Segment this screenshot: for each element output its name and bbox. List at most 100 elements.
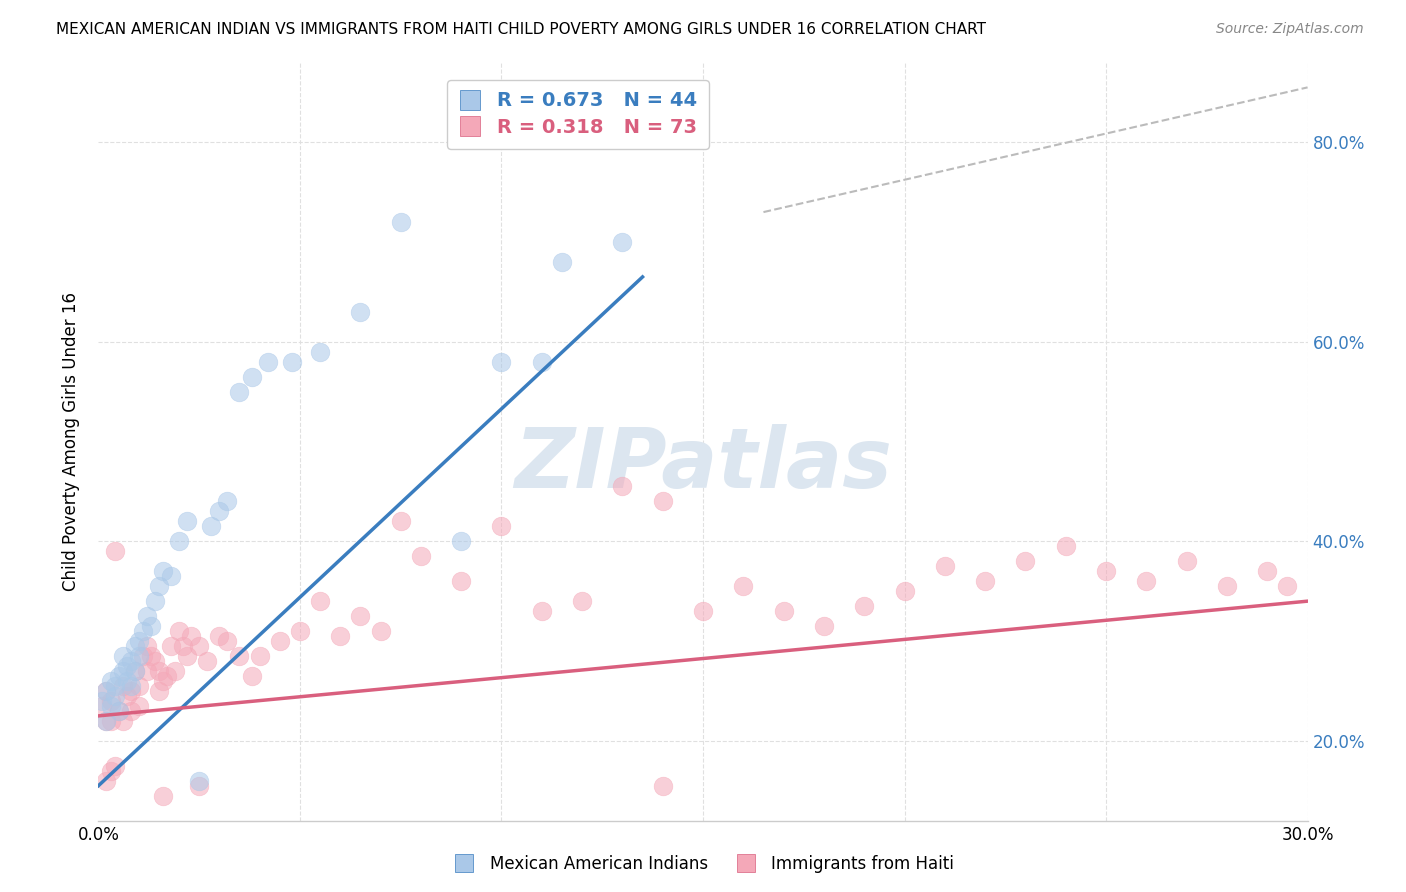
- Point: [176, 648, 198, 663]
- Point: [813, 619, 835, 633]
- Point: [128, 679, 150, 693]
- Point: [111, 648, 134, 663]
- Point: [124, 639, 146, 653]
- Point: [389, 215, 412, 229]
- Point: [152, 564, 174, 578]
- Point: [167, 534, 190, 549]
- Point: [100, 673, 122, 688]
- Point: [156, 669, 179, 683]
- Point: [309, 594, 332, 608]
- Point: [103, 544, 125, 558]
- Point: [651, 494, 673, 508]
- Point: [180, 629, 202, 643]
- Point: [309, 344, 332, 359]
- Point: [1014, 554, 1036, 568]
- Point: [651, 779, 673, 793]
- Point: [1095, 564, 1118, 578]
- Point: [139, 619, 162, 633]
- Point: [217, 494, 239, 508]
- Point: [692, 604, 714, 618]
- Point: [135, 664, 157, 678]
- Point: [269, 634, 291, 648]
- Point: [1175, 554, 1198, 568]
- Point: [115, 659, 138, 673]
- Text: MEXICAN AMERICAN INDIAN VS IMMIGRANTS FROM HAITI CHILD POVERTY AMONG GIRLS UNDER: MEXICAN AMERICAN INDIAN VS IMMIGRANTS FR…: [56, 22, 986, 37]
- Point: [100, 698, 122, 713]
- Point: [228, 648, 250, 663]
- Point: [249, 648, 271, 663]
- Point: [96, 773, 118, 788]
- Point: [100, 714, 122, 728]
- Point: [107, 669, 129, 683]
- Point: [188, 773, 211, 788]
- Legend: Mexican American Indians, Immigrants from Haiti: Mexican American Indians, Immigrants fro…: [446, 848, 960, 880]
- Text: ZIPatlas: ZIPatlas: [515, 424, 891, 505]
- Point: [107, 704, 129, 718]
- Point: [188, 639, 211, 653]
- Point: [143, 654, 166, 668]
- Point: [115, 689, 138, 703]
- Point: [120, 684, 142, 698]
- Point: [349, 305, 371, 319]
- Point: [160, 639, 183, 653]
- Point: [120, 704, 142, 718]
- Point: [893, 584, 915, 599]
- Text: Source: ZipAtlas.com: Source: ZipAtlas.com: [1216, 22, 1364, 37]
- Point: [96, 714, 118, 728]
- Point: [96, 684, 118, 698]
- Point: [571, 594, 593, 608]
- Point: [240, 669, 263, 683]
- Point: [103, 758, 125, 772]
- Point: [1277, 579, 1299, 593]
- Point: [96, 714, 118, 728]
- Point: [96, 684, 118, 698]
- Point: [329, 629, 352, 643]
- Point: [148, 684, 170, 698]
- Point: [1135, 574, 1157, 589]
- Point: [612, 235, 634, 249]
- Point: [281, 355, 304, 369]
- Point: [100, 694, 122, 708]
- Point: [167, 624, 190, 639]
- Point: [200, 519, 222, 533]
- Point: [172, 639, 194, 653]
- Point: [148, 579, 170, 593]
- Point: [176, 514, 198, 528]
- Point: [128, 634, 150, 648]
- Point: [188, 779, 211, 793]
- Point: [128, 648, 150, 663]
- Point: [228, 384, 250, 399]
- Point: [195, 654, 218, 668]
- Point: [100, 764, 122, 778]
- Point: [733, 579, 755, 593]
- Point: [103, 679, 125, 693]
- Point: [772, 604, 794, 618]
- Point: [139, 648, 162, 663]
- Point: [530, 355, 553, 369]
- Point: [491, 355, 513, 369]
- Point: [409, 549, 432, 564]
- Point: [111, 714, 134, 728]
- Point: [530, 604, 553, 618]
- Point: [128, 698, 150, 713]
- Point: [132, 624, 155, 639]
- Point: [1054, 539, 1077, 553]
- Point: [853, 599, 876, 614]
- Point: [974, 574, 997, 589]
- Point: [120, 654, 142, 668]
- Point: [349, 609, 371, 624]
- Point: [240, 369, 263, 384]
- Point: [124, 664, 146, 678]
- Point: [208, 629, 231, 643]
- Legend: R = 0.673   N = 44, R = 0.318   N = 73: R = 0.673 N = 44, R = 0.318 N = 73: [447, 79, 709, 149]
- Point: [152, 673, 174, 688]
- Point: [120, 679, 142, 693]
- Point: [1256, 564, 1278, 578]
- Point: [612, 479, 634, 493]
- Point: [208, 504, 231, 518]
- Point: [256, 355, 278, 369]
- Point: [389, 514, 412, 528]
- Point: [160, 569, 183, 583]
- Point: [135, 609, 157, 624]
- Point: [370, 624, 392, 639]
